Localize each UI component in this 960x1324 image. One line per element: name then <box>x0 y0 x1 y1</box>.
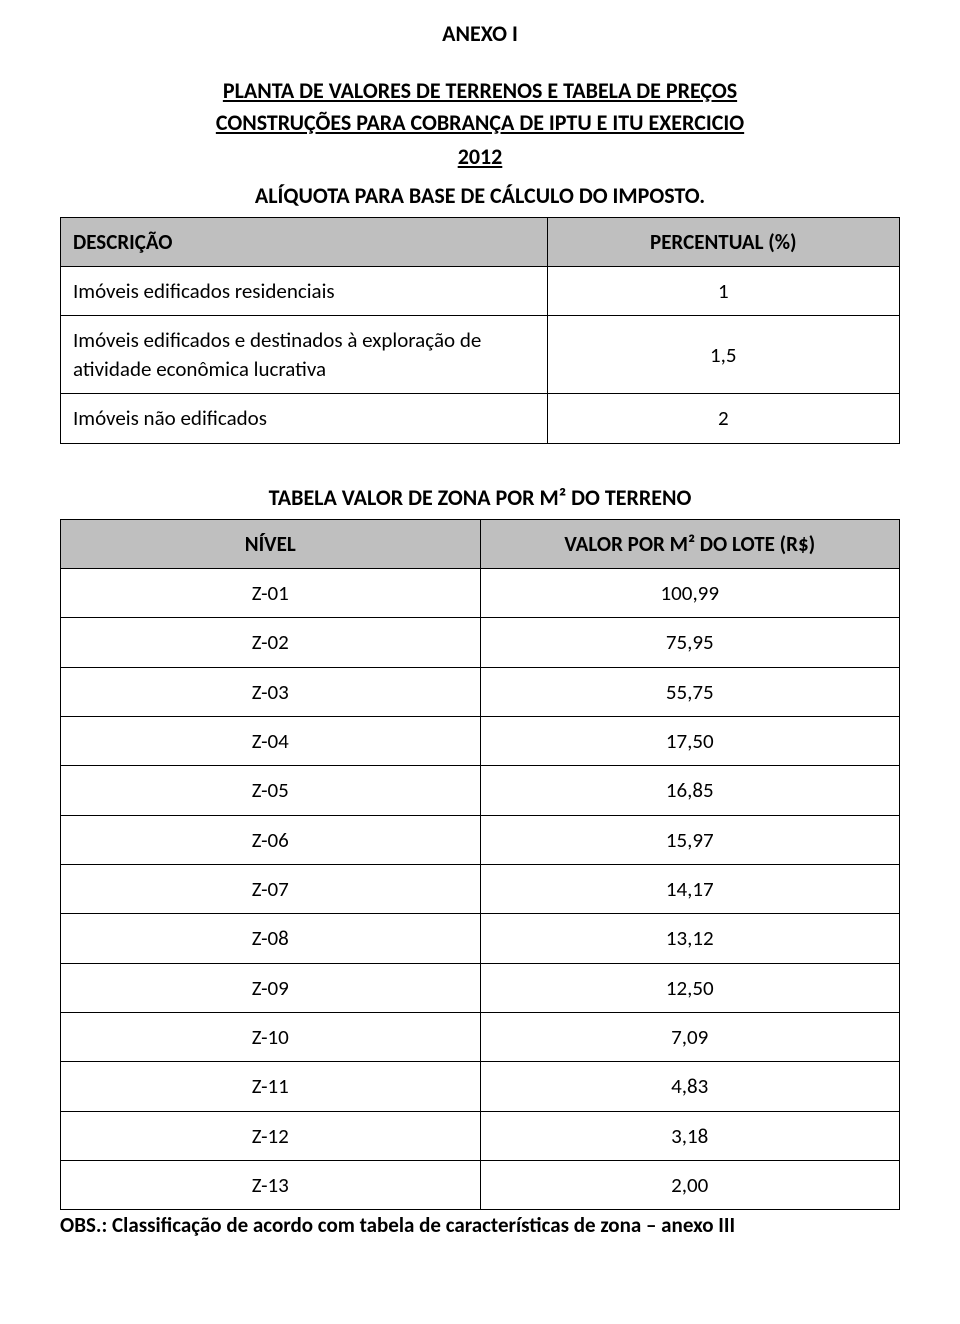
document-page: ANEXO I PLANTA DE VALORES DE TERRENOS E … <box>0 0 960 1278</box>
cell-valor: 15,97 <box>480 815 900 864</box>
cell-nivel: Z-10 <box>61 1012 481 1061</box>
annex-label: ANEXO I <box>60 20 900 47</box>
doc-title-line2: CONSTRUÇÕES PARA COBRANÇA DE IPTU E ITU … <box>60 107 900 139</box>
table-header-row: NÍVEL VALOR POR M² DO LOTE (R$) <box>61 519 900 568</box>
cell-valor: 12,50 <box>480 963 900 1012</box>
cell-nivel: Z-07 <box>61 864 481 913</box>
table-row: Imóveis edificados e destinados à explor… <box>61 316 900 394</box>
doc-title-line1: PLANTA DE VALORES DE TERRENOS E TABELA D… <box>60 75 900 107</box>
table-header-row: DESCRIÇÃO PERCENTUAL (%) <box>61 217 900 266</box>
cell-valor: 16,85 <box>480 766 900 815</box>
cell-pct: 1,5 <box>547 316 899 394</box>
cell-nivel: Z-11 <box>61 1062 481 1111</box>
table-row: Z-0615,97 <box>61 815 900 864</box>
cell-valor: 17,50 <box>480 716 900 765</box>
doc-subtitle: ALÍQUOTA PARA BASE DE CÁLCULO DO IMPOSTO… <box>60 182 900 209</box>
cell-nivel: Z-08 <box>61 914 481 963</box>
table-row: Z-123,18 <box>61 1111 900 1160</box>
aliquota-table: DESCRIÇÃO PERCENTUAL (%) Imóveis edifica… <box>60 217 900 444</box>
cell-desc: Imóveis não edificados <box>61 394 548 443</box>
footnote: OBS.: Classificação de acordo com tabela… <box>60 1212 900 1238</box>
table-row: Z-0275,95 <box>61 618 900 667</box>
zona-table: NÍVEL VALOR POR M² DO LOTE (R$) Z-01100,… <box>60 519 900 1211</box>
cell-valor: 55,75 <box>480 667 900 716</box>
cell-nivel: Z-03 <box>61 667 481 716</box>
table-row: Z-0355,75 <box>61 667 900 716</box>
cell-nivel: Z-13 <box>61 1160 481 1209</box>
cell-pct: 2 <box>547 394 899 443</box>
cell-nivel: Z-09 <box>61 963 481 1012</box>
cell-valor: 7,09 <box>480 1012 900 1061</box>
cell-nivel: Z-01 <box>61 568 481 617</box>
table-row: Imóveis não edificados 2 <box>61 394 900 443</box>
table-row: Imóveis edificados residenciais 1 <box>61 267 900 316</box>
cell-nivel: Z-02 <box>61 618 481 667</box>
cell-pct: 1 <box>547 267 899 316</box>
table-row: Z-0516,85 <box>61 766 900 815</box>
doc-title-year: 2012 <box>60 143 900 170</box>
cell-valor: 3,18 <box>480 1111 900 1160</box>
col-valor: VALOR POR M² DO LOTE (R$) <box>480 519 900 568</box>
cell-desc: Imóveis edificados residenciais <box>61 267 548 316</box>
table-row: Z-107,09 <box>61 1012 900 1061</box>
col-nivel: NÍVEL <box>61 519 481 568</box>
table-row: Z-132,00 <box>61 1160 900 1209</box>
cell-nivel: Z-12 <box>61 1111 481 1160</box>
cell-nivel: Z-06 <box>61 815 481 864</box>
table-row: Z-0714,17 <box>61 864 900 913</box>
table-row: Z-01100,99 <box>61 568 900 617</box>
cell-valor: 13,12 <box>480 914 900 963</box>
cell-valor: 100,99 <box>480 568 900 617</box>
table-row: Z-114,83 <box>61 1062 900 1111</box>
table-row: Z-0813,12 <box>61 914 900 963</box>
section-zona-title: TABELA VALOR DE ZONA POR M² DO TERRENO <box>60 484 900 511</box>
table-row: Z-0912,50 <box>61 963 900 1012</box>
cell-nivel: Z-04 <box>61 716 481 765</box>
cell-valor: 2,00 <box>480 1160 900 1209</box>
col-percentual: PERCENTUAL (%) <box>547 217 899 266</box>
cell-nivel: Z-05 <box>61 766 481 815</box>
cell-valor: 4,83 <box>480 1062 900 1111</box>
col-descricao: DESCRIÇÃO <box>61 217 548 266</box>
cell-valor: 75,95 <box>480 618 900 667</box>
cell-desc: Imóveis edificados e destinados à explor… <box>61 316 548 394</box>
cell-valor: 14,17 <box>480 864 900 913</box>
table-row: Z-0417,50 <box>61 716 900 765</box>
